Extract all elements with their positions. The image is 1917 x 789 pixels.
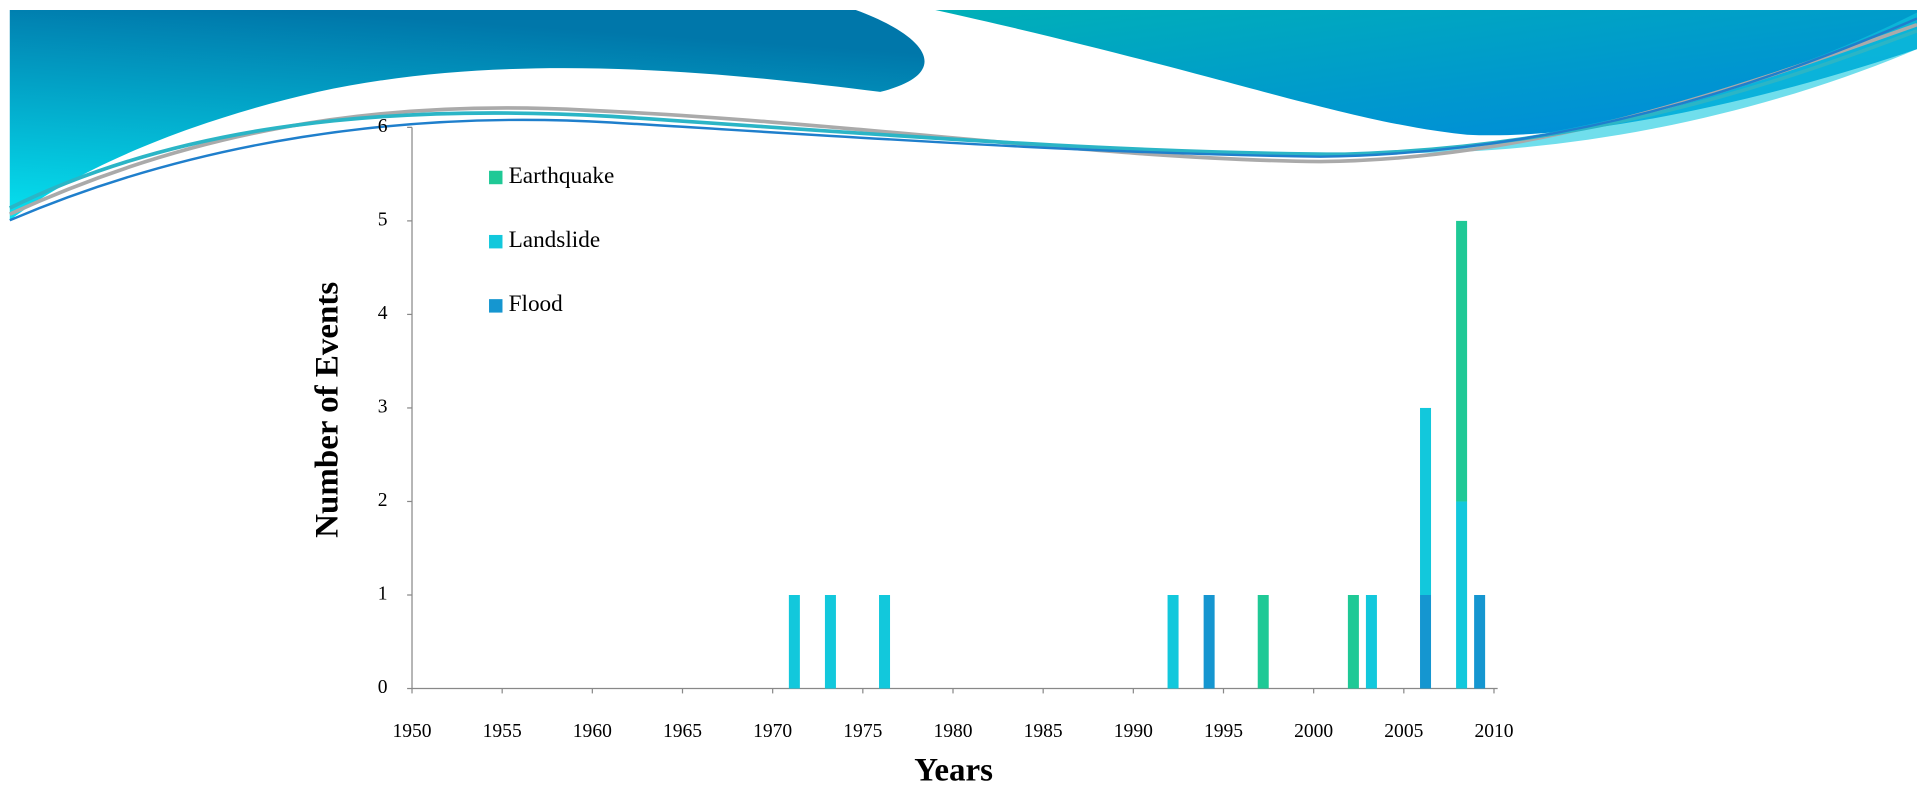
y-tick-label: 0 <box>378 677 388 698</box>
legend-swatch <box>489 235 502 248</box>
bar <box>1366 595 1377 689</box>
y-tick-label: 2 <box>378 490 388 511</box>
y-tick-label: 3 <box>378 396 388 417</box>
x-tick-label: 1950 <box>392 721 431 742</box>
x-tick-label: 1960 <box>573 721 612 742</box>
bar <box>1420 595 1431 689</box>
x-tick-label: 1985 <box>1024 721 1063 742</box>
page: {"chart_data": {"type": "bar", "stacked"… <box>0 0 1917 789</box>
x-tick-label: 1965 <box>663 721 702 742</box>
x-tick-label: 2000 <box>1294 721 1333 742</box>
legend-swatch <box>489 299 502 312</box>
y-tick-label: 6 <box>378 116 388 137</box>
x-tick-label: 1980 <box>933 721 972 742</box>
x-tick-label: 2005 <box>1384 721 1423 742</box>
y-tick-label: 5 <box>378 209 388 230</box>
bar <box>879 595 890 689</box>
legend-label: Landslide <box>509 227 601 253</box>
bar <box>1348 595 1359 689</box>
legend-label: Earthquake <box>509 163 615 189</box>
bar <box>1168 595 1179 689</box>
bar <box>825 595 836 689</box>
y-tick-label: 4 <box>378 303 388 324</box>
legend-label: Flood <box>509 291 564 317</box>
y-tick-label: 1 <box>378 583 388 604</box>
decoration <box>10 10 1917 220</box>
x-tick-label: 1990 <box>1114 721 1153 742</box>
legend-swatch <box>489 171 502 184</box>
x-tick-label: 1995 <box>1204 721 1243 742</box>
bar <box>789 595 800 689</box>
chart: Years Number of Events 0 1 2 3 4 5 6 1950 1955 19… <box>0 0 1917 789</box>
x-tick-label: 1970 <box>753 721 792 742</box>
bar <box>1420 408 1431 595</box>
x-tick-label: 1955 <box>483 721 522 742</box>
bar <box>1474 595 1485 689</box>
x-axis-label: Years <box>914 752 993 788</box>
x-tick-label: 2010 <box>1474 721 1513 742</box>
bar <box>1258 595 1269 689</box>
y-axis-label: Number of Events <box>310 282 346 538</box>
x-tick-label: 1975 <box>843 721 882 742</box>
bar <box>1456 221 1467 502</box>
bar <box>1456 501 1467 688</box>
bar <box>1204 595 1215 689</box>
